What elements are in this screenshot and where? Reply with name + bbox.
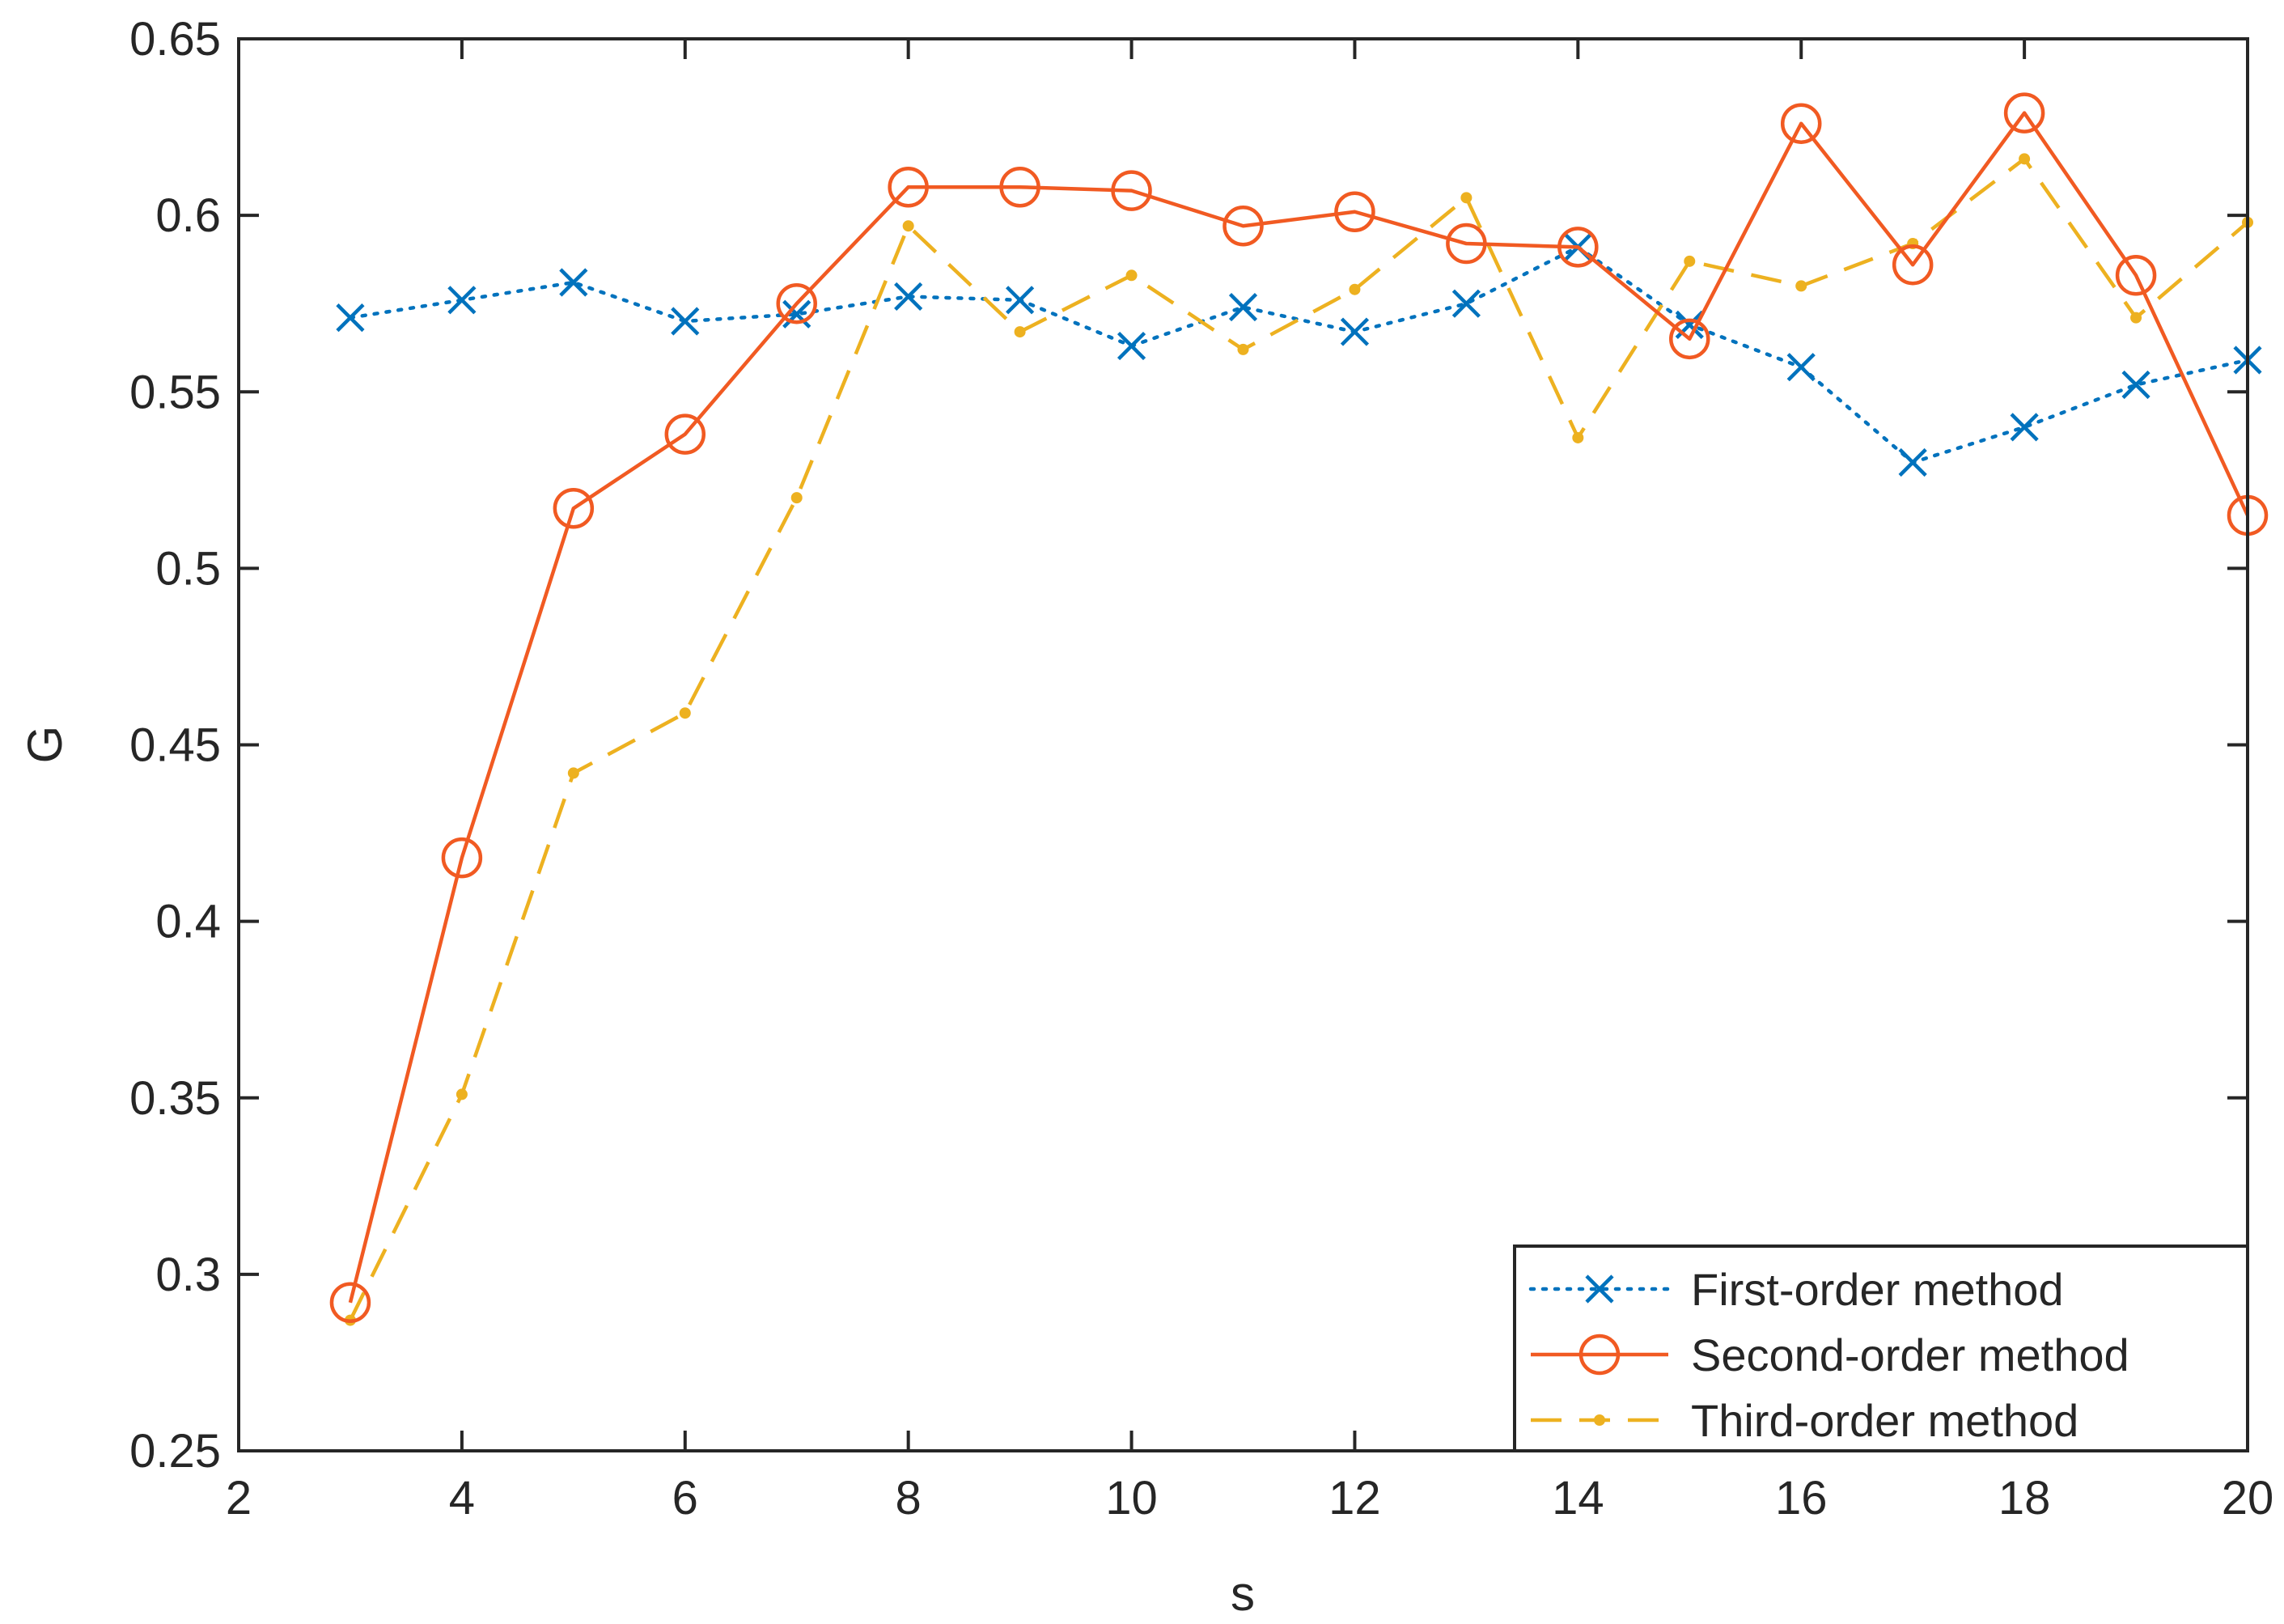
y-axis-label: G [18, 726, 72, 764]
y-tick-label: 0.3 [155, 1249, 221, 1301]
x-tick-label: 18 [1998, 1472, 2051, 1524]
x-tick-label: 10 [1105, 1472, 1158, 1524]
data-point [1892, 244, 1934, 286]
data-point [1349, 283, 1361, 295]
y-tick-label: 0.6 [155, 189, 221, 242]
legend: First-order method Second-order method Thi… [1513, 1245, 2249, 1452]
data-point [1223, 205, 1264, 247]
data-point [671, 307, 700, 336]
x-tick-label: 20 [2222, 1472, 2274, 1524]
y-tick-label: 0.5 [155, 542, 221, 595]
data-point [664, 413, 706, 455]
legend-label: First-order method [1691, 1264, 2064, 1315]
legend-label: Third-order method [1691, 1395, 2078, 1446]
data-point [441, 837, 483, 879]
plot-area [239, 39, 2248, 1451]
data-point [902, 220, 914, 232]
y-tick-label: 0.45 [129, 719, 221, 772]
x-tick-label: 12 [1328, 1472, 1381, 1524]
data-point [1460, 192, 1473, 204]
series-second-order-method [329, 92, 2269, 1324]
legend-box [1513, 1245, 2249, 1452]
y-tick-label: 0.35 [129, 1072, 221, 1125]
data-point [1125, 269, 1138, 282]
data-point [1228, 292, 1258, 322]
axes-layer: 2 4 6 8 10 12 14 16 18 20 0.25 0.3 0.35 0.4 0.45 0.5 0.5… [129, 13, 2273, 1524]
data-point [336, 303, 365, 333]
data-point [1237, 343, 1249, 355]
data-point [894, 282, 923, 312]
data-point [1557, 227, 1599, 268]
data-point [1117, 331, 1146, 361]
data-point [782, 299, 811, 329]
data-point [2003, 92, 2045, 134]
series-third-order-method [344, 153, 2253, 1326]
x-tick-label: 2 [226, 1472, 252, 1524]
x-axis-label: s [1231, 1567, 1255, 1621]
data-point [1334, 191, 1375, 233]
x-tick-label: 4 [449, 1472, 475, 1524]
data-point [790, 492, 803, 504]
y-tick-label: 0.65 [129, 13, 221, 66]
legend-label: Second-order method [1691, 1329, 2129, 1380]
legend-entries: First-order method Second-order method Thi… [1528, 1264, 2129, 1446]
data-point [1795, 280, 1807, 292]
x-tick-label: 8 [896, 1472, 922, 1524]
data-point [1572, 431, 1584, 443]
data-point [679, 707, 691, 719]
legend-marker [1585, 1274, 1614, 1304]
data-point [1669, 318, 1710, 360]
data-point [1898, 447, 1927, 477]
series-layer [329, 92, 2269, 1326]
data-point [2121, 370, 2151, 400]
legend-marker [1578, 1334, 1621, 1376]
legend-entry: Second-order method [1531, 1329, 2129, 1380]
data-point [1340, 317, 1370, 346]
series-first-order-method [336, 232, 2262, 477]
y-tick-label: 0.55 [129, 366, 221, 418]
y-tick-label: 0.25 [129, 1425, 221, 1478]
data-point [456, 1088, 468, 1100]
data-point [567, 767, 579, 779]
data-point [559, 268, 588, 297]
y-tick-label: 0.4 [155, 896, 221, 948]
legend-entry: Third-order method [1531, 1395, 2078, 1446]
x-tick-label: 6 [672, 1472, 698, 1524]
series-line [348, 111, 2250, 1304]
data-point [1451, 289, 1481, 318]
data-point [999, 166, 1040, 208]
data-point [1014, 326, 1026, 338]
data-point [2019, 153, 2031, 165]
x-tick-label: 14 [1552, 1472, 1604, 1524]
series-line [348, 157, 2249, 1321]
data-point [1786, 353, 1816, 382]
data-point [2130, 312, 2142, 324]
legend-entry: First-order method [1528, 1264, 2064, 1315]
x-tick-label: 16 [1775, 1472, 1828, 1524]
data-point [329, 1282, 371, 1324]
plot-frame [237, 37, 2249, 1452]
data-point [888, 166, 929, 208]
data-point [1111, 170, 1152, 211]
data-point [1780, 103, 1822, 144]
legend-marker [1594, 1414, 1605, 1426]
data-point [1006, 286, 1035, 315]
data-point [2115, 255, 2157, 296]
data-point [553, 487, 595, 529]
data-point [2010, 413, 2039, 442]
data-point [447, 286, 477, 315]
data-point [776, 282, 817, 324]
data-point [1446, 223, 1487, 265]
data-point [1684, 255, 1696, 267]
